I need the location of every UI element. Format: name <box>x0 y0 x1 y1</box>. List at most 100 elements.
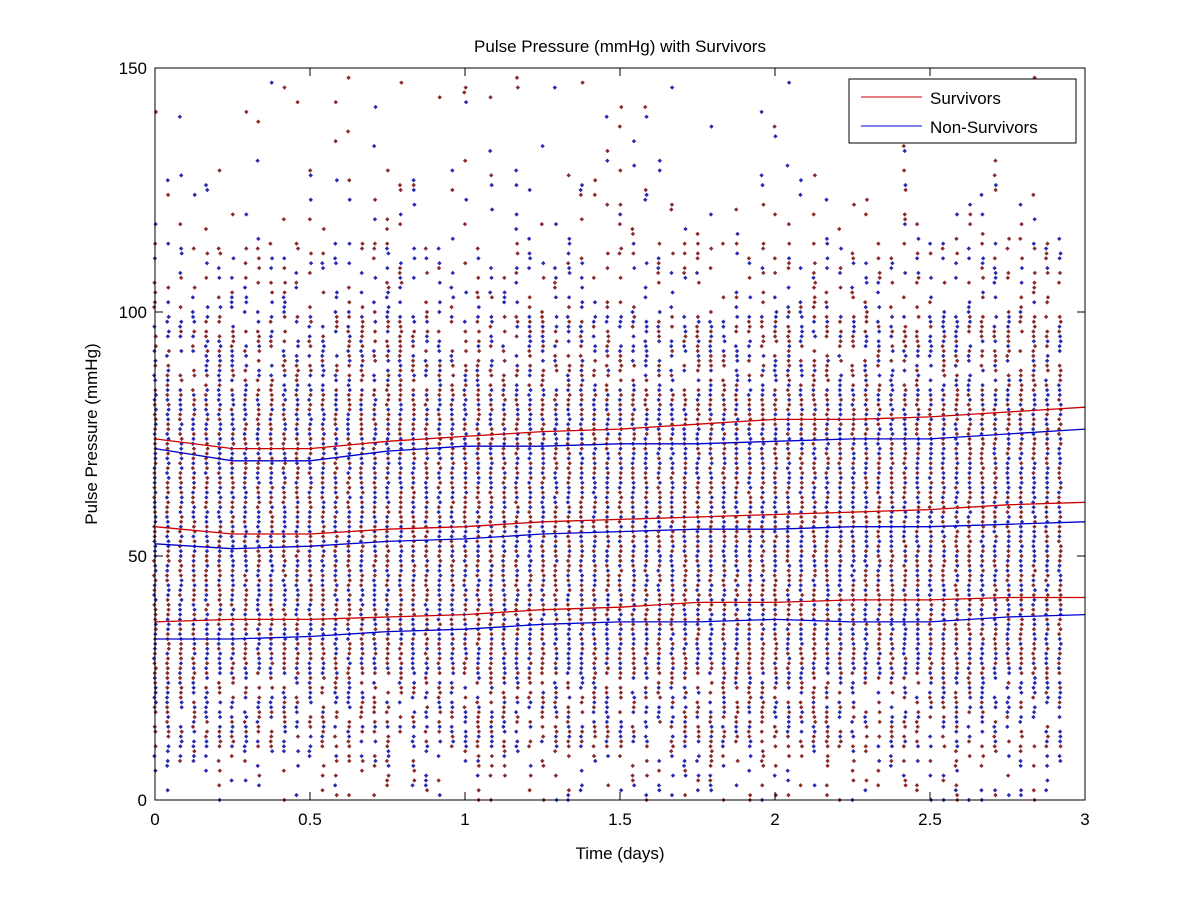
scatter-point <box>256 256 262 261</box>
scatter-point <box>334 324 339 329</box>
scatter-point <box>294 627 300 632</box>
scatter-point <box>165 378 170 383</box>
scatter-point <box>256 319 261 324</box>
scatter-point <box>423 519 428 525</box>
scatter-point <box>321 431 327 437</box>
scatter-point <box>177 612 183 617</box>
scatter-point <box>230 529 235 534</box>
scatter-point <box>164 495 170 500</box>
scatter-point <box>412 319 417 324</box>
scatter-point <box>449 431 455 437</box>
scatter-point <box>268 280 274 285</box>
scatter-point <box>191 719 196 725</box>
scatter-point <box>217 368 222 373</box>
scatter-point <box>281 607 286 612</box>
scatter-point <box>385 290 391 295</box>
scatter-point <box>166 329 172 334</box>
scatter-point <box>256 490 261 495</box>
scatter-point <box>269 505 275 510</box>
scatter-point <box>412 709 417 715</box>
scatter-point <box>333 563 338 568</box>
scatter-point <box>372 475 378 481</box>
scatter-point <box>333 99 338 105</box>
scatter-point <box>347 461 352 466</box>
scatter-point <box>450 490 455 495</box>
scatter-point <box>203 753 209 759</box>
scatter-point <box>372 524 378 529</box>
scatter-point <box>384 592 390 598</box>
scatter-point <box>216 295 221 300</box>
scatter-point <box>462 617 468 622</box>
scatter-point <box>217 383 222 388</box>
scatter-point <box>166 734 171 739</box>
scatter-point <box>242 573 248 578</box>
scatter-point <box>307 217 313 222</box>
scatter-point <box>347 568 352 573</box>
scatter-point <box>436 373 442 378</box>
scatter-point <box>334 387 339 393</box>
scatter-point <box>386 509 391 515</box>
scatter-point <box>359 514 365 520</box>
scatter-point <box>373 422 378 427</box>
scatter-point <box>462 426 467 432</box>
scatter-point <box>256 641 262 647</box>
scatter-point <box>153 607 158 612</box>
scatter-point <box>243 646 248 651</box>
scatter-point <box>191 246 196 251</box>
scatter-point <box>398 275 403 281</box>
scatter-point <box>307 670 313 676</box>
scatter-point <box>306 456 312 461</box>
scatter-point <box>281 431 287 437</box>
scatter-point <box>437 792 442 798</box>
scatter-point <box>281 539 287 544</box>
scatter-point <box>386 641 391 647</box>
scatter-point <box>411 407 417 412</box>
scatter-point <box>450 168 455 173</box>
scatter-point <box>178 270 183 276</box>
scatter-point <box>255 470 260 476</box>
scatter-point <box>398 553 403 559</box>
scatter-point <box>423 709 429 715</box>
scatter-point <box>230 563 236 568</box>
scatter-point <box>398 417 403 422</box>
scatter-point <box>192 397 197 403</box>
scatter-point <box>204 739 209 744</box>
scatter-point <box>410 368 415 373</box>
scatter-point <box>321 539 327 544</box>
scatter-point <box>204 353 209 359</box>
scatter-point <box>281 744 287 749</box>
scatter-point <box>243 661 249 666</box>
scatter-point <box>410 739 415 744</box>
scatter-point <box>268 739 273 744</box>
scatter-point <box>332 553 338 559</box>
scatter-point <box>166 368 171 373</box>
scatter-point <box>191 666 196 671</box>
scatter-point <box>321 226 326 232</box>
scatter-point <box>437 612 442 617</box>
scatter-point <box>360 446 365 451</box>
scatter-point <box>229 490 235 495</box>
scatter-point <box>411 505 416 510</box>
scatter-point <box>242 475 248 481</box>
scatter-point <box>243 641 248 647</box>
scatter-point <box>385 505 390 510</box>
scatter-point <box>449 724 454 729</box>
scatter-point <box>372 753 377 759</box>
scatter-point <box>371 300 377 305</box>
scatter-point <box>268 343 274 349</box>
scatter-point <box>217 724 223 729</box>
scatter-point <box>346 734 352 739</box>
scatter-point <box>398 407 404 412</box>
scatter-point <box>436 553 442 559</box>
scatter-point <box>386 500 391 505</box>
scatter-point <box>463 431 469 437</box>
scatter-point <box>204 548 210 554</box>
scatter-point <box>425 666 430 671</box>
scatter-point <box>332 524 338 529</box>
scatter-point <box>384 700 390 705</box>
scatter-point <box>294 612 299 617</box>
scatter-point <box>463 646 468 651</box>
scatter-point <box>411 568 416 573</box>
scatter-point <box>463 758 468 764</box>
scatter-point <box>462 670 467 676</box>
